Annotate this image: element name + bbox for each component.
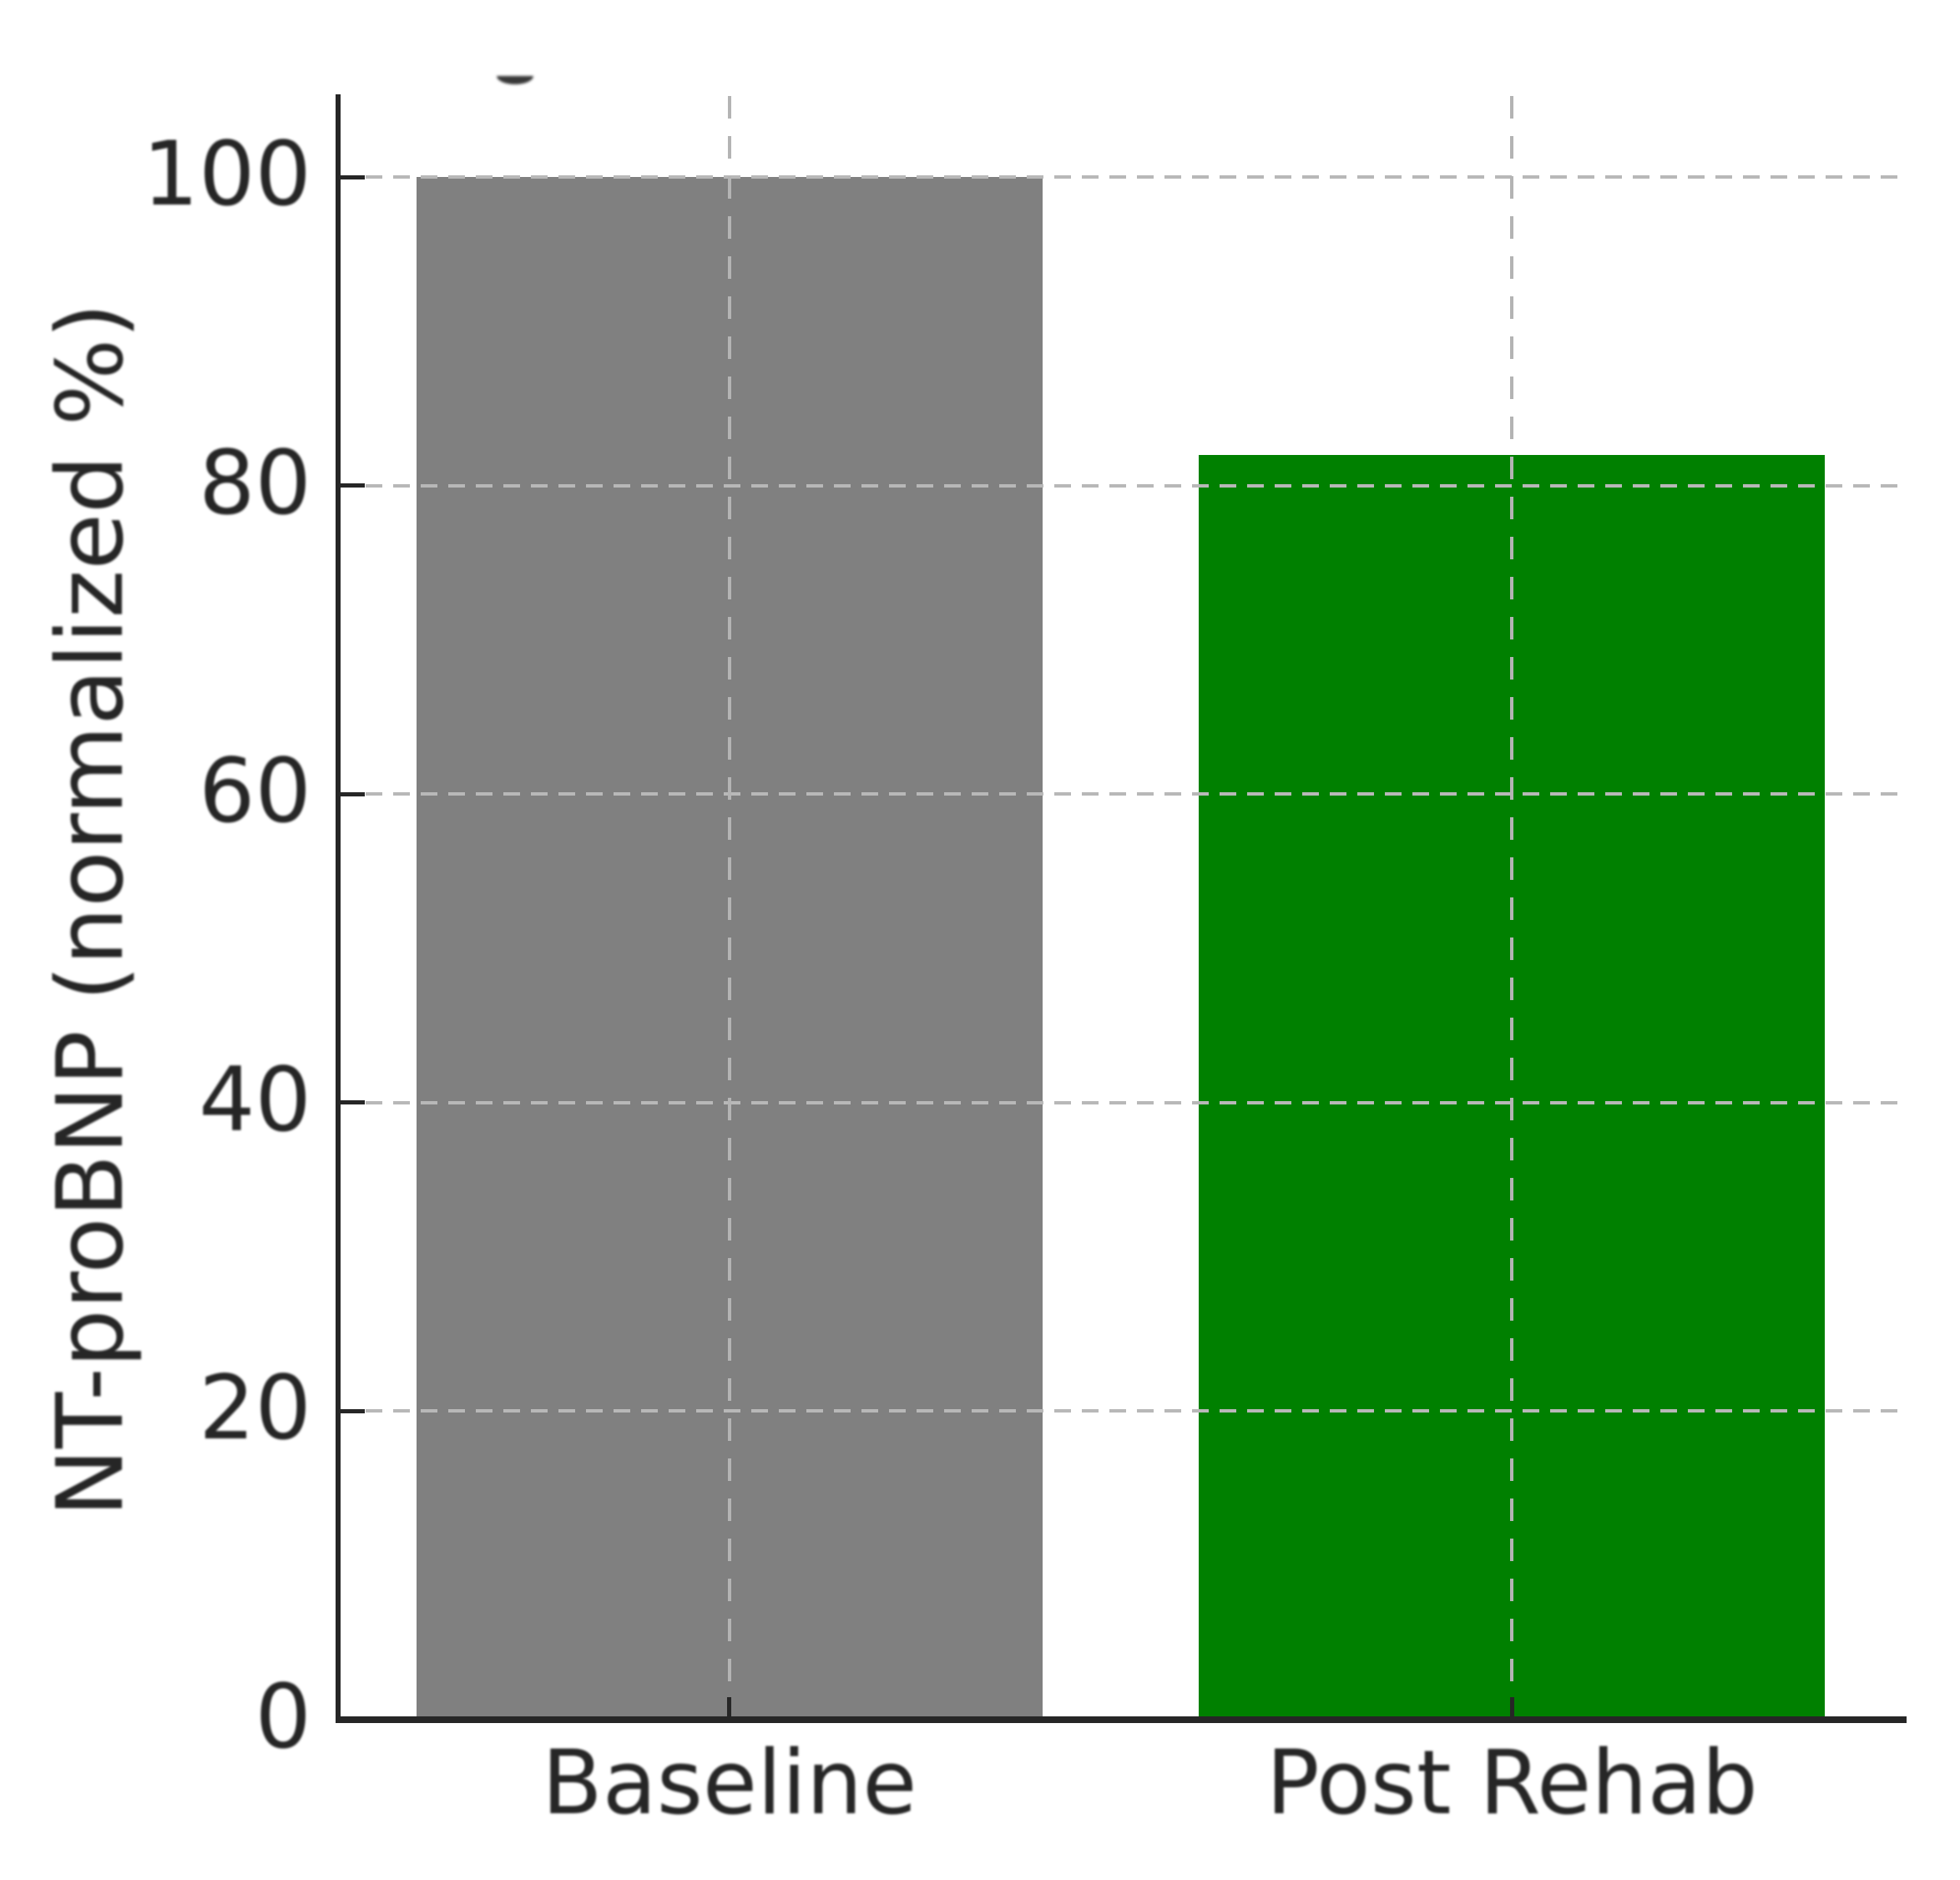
gridline-x-post-rehab <box>1510 96 1514 1720</box>
gridline-y-100 <box>338 175 1903 179</box>
x-tick-baseline <box>727 1697 732 1720</box>
y-tick-label-40: 40 <box>199 1048 311 1151</box>
x-tick-label-post-rehab: Post Rehab <box>1265 1731 1758 1834</box>
gridline-x-baseline <box>727 96 731 1720</box>
gridline-y-40 <box>338 1100 1903 1104</box>
y-axis-spine <box>336 94 341 1722</box>
y-tick-label-80: 80 <box>199 431 311 534</box>
y-tick-40 <box>338 1100 365 1105</box>
gridline-y-20 <box>338 1409 1903 1413</box>
y-tick-20 <box>338 1408 365 1413</box>
y-tick-label-20: 20 <box>199 1357 311 1460</box>
plot-area <box>338 96 1903 1722</box>
cropped-title-artifact <box>497 76 533 84</box>
y-tick-label-100: 100 <box>142 122 311 225</box>
x-tick-post-rehab <box>1509 1697 1514 1720</box>
y-tick-60 <box>338 791 365 796</box>
x-tick-label-baseline: Baseline <box>542 1731 917 1834</box>
x-axis-spine <box>336 1716 1907 1723</box>
y-tick-100 <box>338 174 365 179</box>
y-axis-title: NT-proBNP (normalized %) <box>37 302 144 1518</box>
y-tick-label-60: 60 <box>199 740 311 843</box>
y-tick-80 <box>338 483 365 488</box>
gridline-y-80 <box>338 483 1903 488</box>
gridline-y-60 <box>338 792 1903 796</box>
y-tick-label-0: 0 <box>255 1665 311 1768</box>
